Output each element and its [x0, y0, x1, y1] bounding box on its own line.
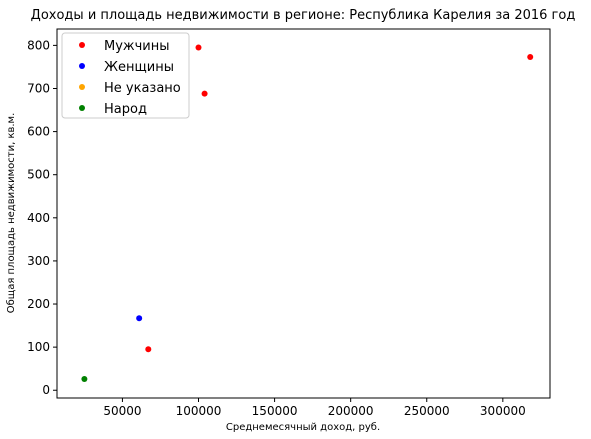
legend-item-label: Не указано	[104, 81, 181, 96]
data-points	[81, 44, 534, 383]
x-tick-label: 100000	[176, 404, 222, 418]
y-tick-label: 500	[27, 168, 50, 182]
data-point	[145, 346, 152, 353]
plot-frame	[56, 28, 551, 399]
x-tick-label: 200000	[328, 404, 374, 418]
data-point	[527, 54, 534, 61]
y-tick-label: 0	[42, 383, 50, 397]
data-point	[195, 44, 202, 51]
legend-marker	[79, 63, 85, 69]
legend-item-label: Женщины	[104, 60, 174, 75]
x-axis: 50000 100000 150000 200000 250000 300000	[103, 398, 526, 418]
legend-item-label: Народ	[104, 102, 147, 117]
y-axis: 0 100 200 300 400 500 600 700 800	[27, 38, 57, 397]
legend-item-label: Мужчины	[104, 39, 170, 54]
chart-title: Доходы и площадь недвижимости в регионе:…	[31, 8, 576, 23]
data-point	[81, 376, 88, 383]
y-tick-label: 700	[27, 81, 50, 95]
y-tick-label: 200	[27, 297, 50, 311]
data-point	[201, 90, 208, 97]
y-tick-label: 400	[27, 211, 50, 225]
legend-marker	[79, 42, 85, 48]
y-tick-label: 800	[27, 38, 50, 52]
y-tick-label: 100	[27, 340, 50, 354]
x-tick-label: 300000	[480, 404, 526, 418]
x-tick-label: 150000	[252, 404, 298, 418]
legend-marker	[79, 105, 85, 111]
legend: Мужчины Женщины Не указано Народ	[61, 32, 190, 119]
x-tick-label: 250000	[404, 404, 450, 418]
x-axis-label: Среднемесячный доход, руб.	[226, 422, 380, 433]
y-tick-label: 300	[27, 254, 50, 268]
legend-marker	[79, 84, 85, 90]
data-point	[136, 315, 143, 322]
y-tick-label: 600	[27, 125, 50, 139]
y-axis-label: Общая площадь недвижимости, кв.м.	[6, 113, 17, 314]
x-tick-label: 50000	[103, 404, 141, 418]
legend-box	[61, 32, 190, 119]
